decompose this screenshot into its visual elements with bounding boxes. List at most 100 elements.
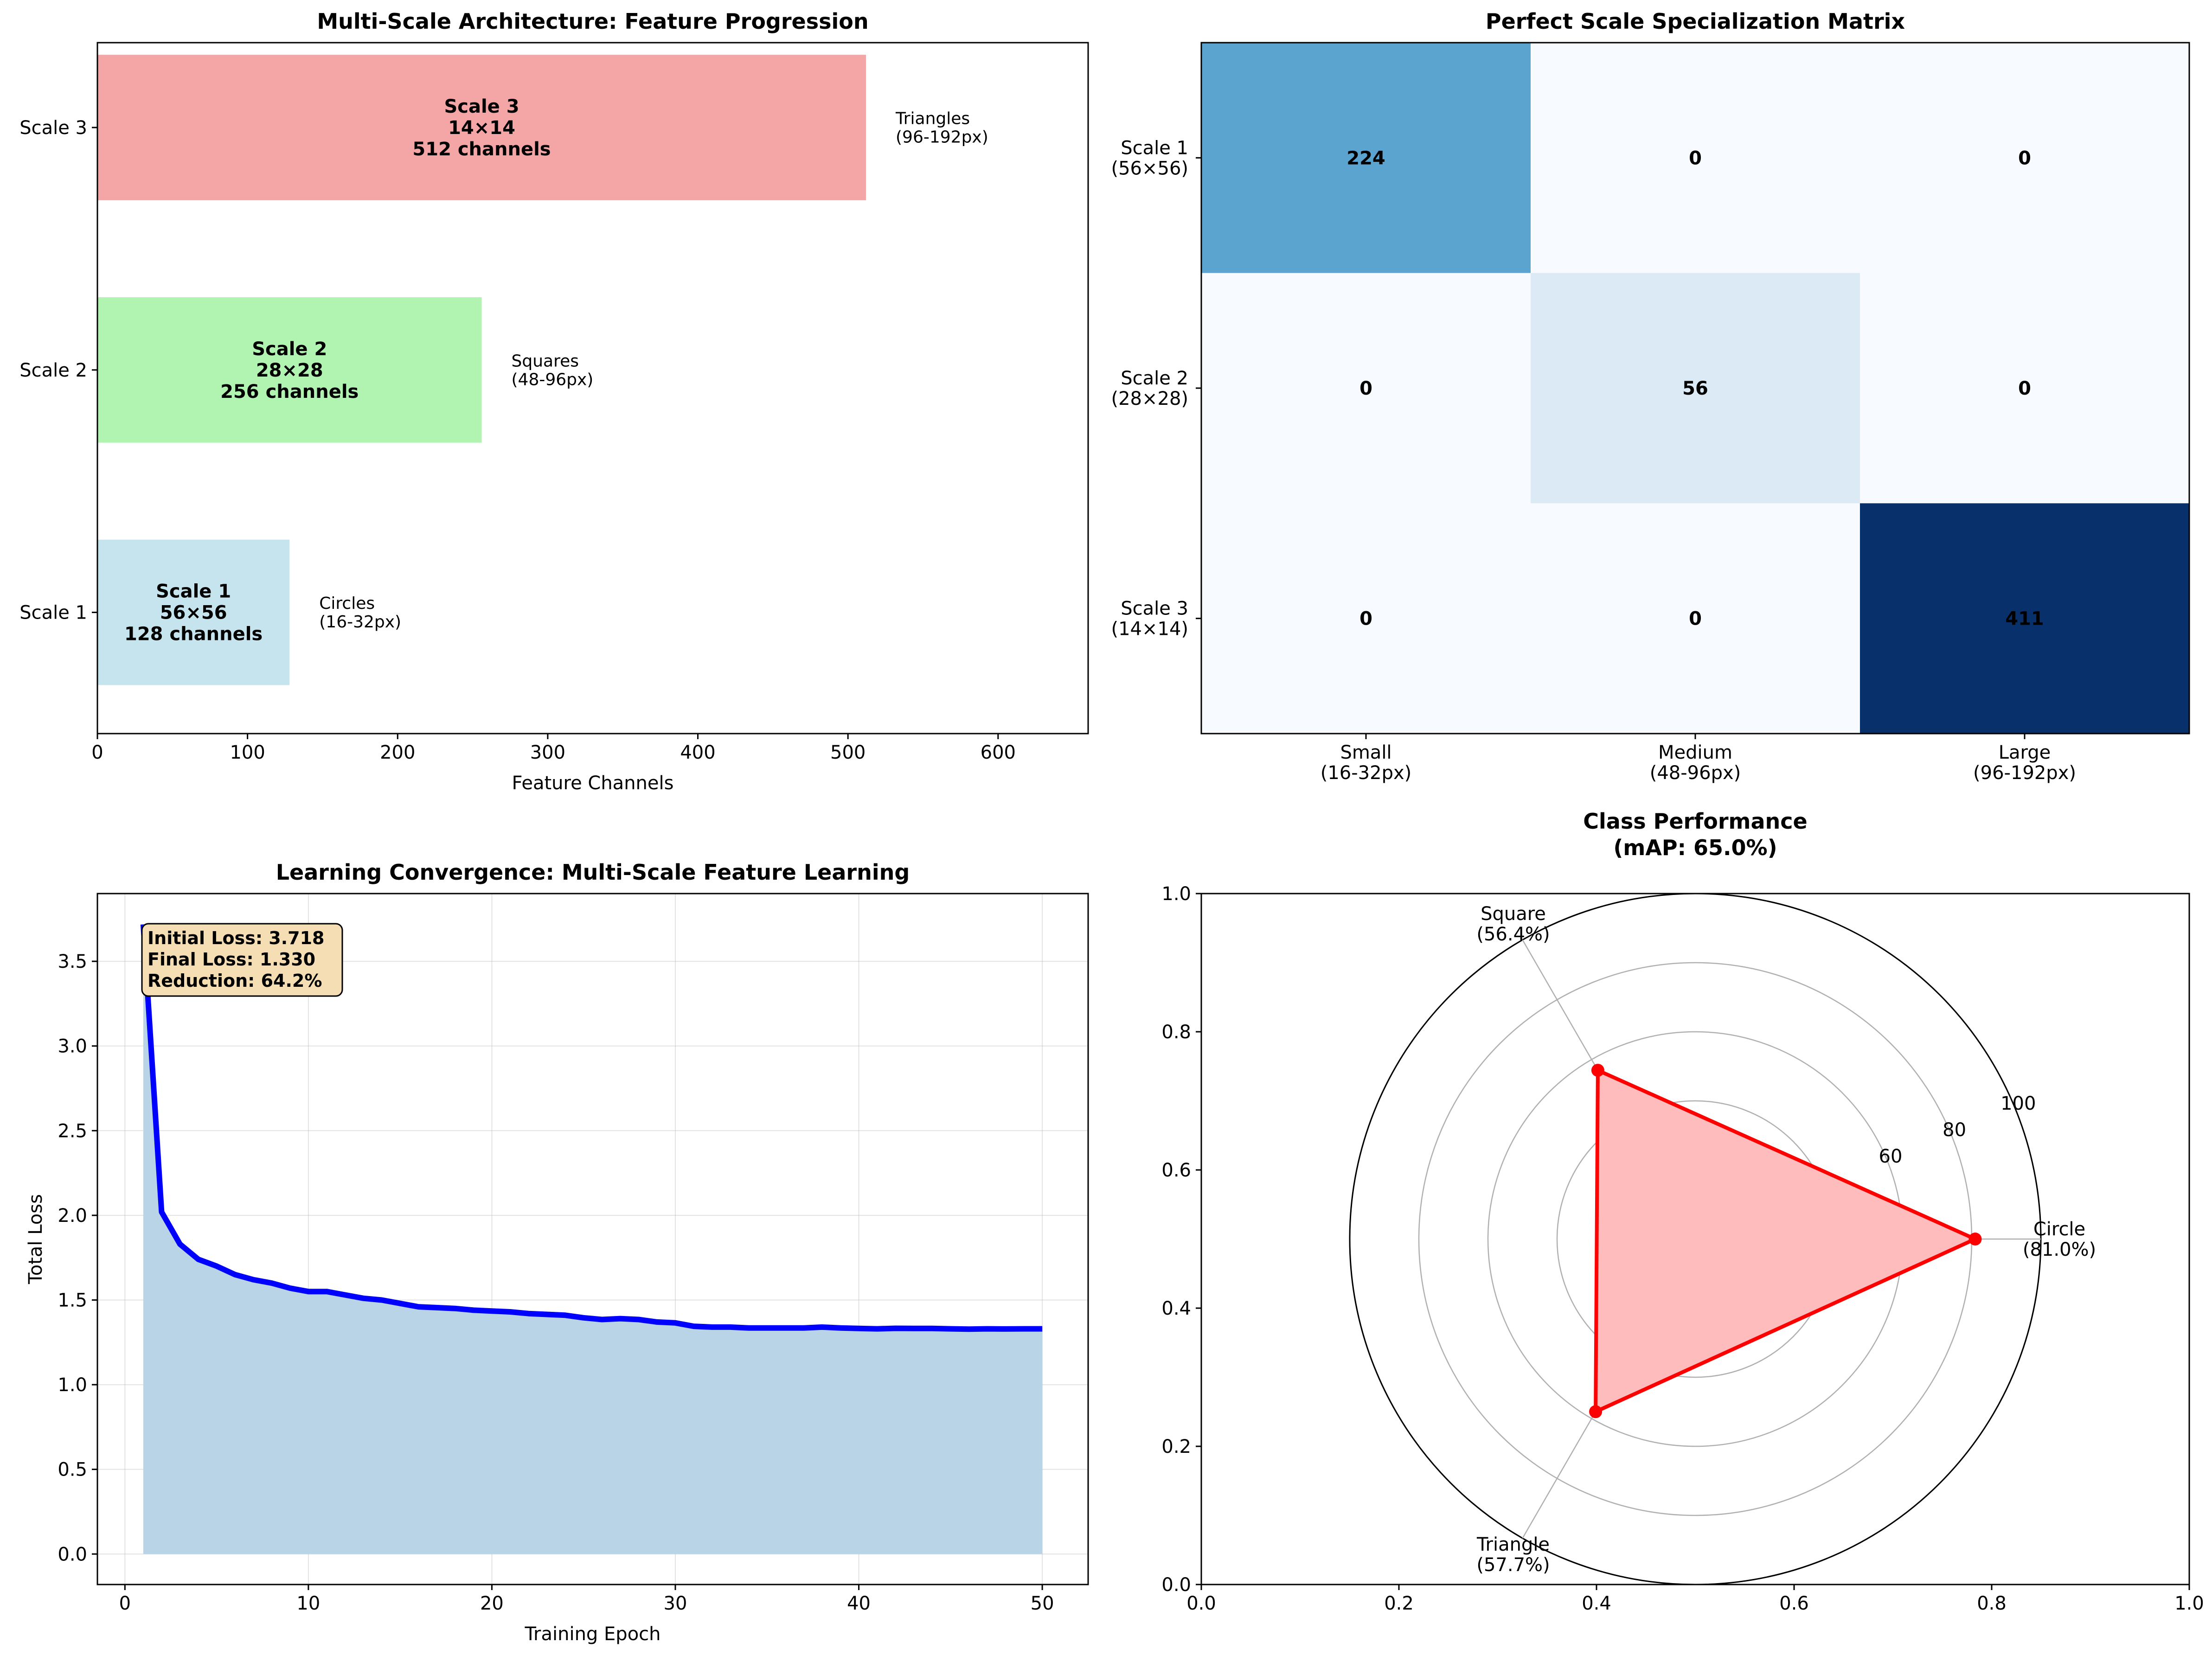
radar-fill bbox=[1596, 1070, 1975, 1412]
xtick-label: 0.0 bbox=[1186, 1593, 1216, 1614]
panel-class-performance: 0.00.20.40.60.81.00.00.20.40.60.81.0 204… bbox=[1161, 809, 2204, 1614]
bar-scale-2 bbox=[97, 297, 482, 443]
xtick-label: 30 bbox=[664, 1593, 687, 1614]
p4-title-line1: Class Performance bbox=[1583, 809, 1807, 834]
row-label: Scale 2 (28×28) bbox=[1111, 368, 1188, 409]
xtick-label: 500 bbox=[830, 742, 866, 763]
col-label: Large (96-192px) bbox=[1973, 742, 2076, 784]
polar-rtick-label: 80 bbox=[1943, 1119, 1966, 1141]
xtick-label: 100 bbox=[230, 742, 265, 763]
polar-rtick-label: 60 bbox=[1879, 1146, 1903, 1167]
xtick-label: 300 bbox=[530, 742, 565, 763]
radar-point bbox=[1589, 1405, 1603, 1419]
panel-specialization-matrix: 224 0 0 0 56 0 0 0 411 Scale 1 (56×56) Scale 2 (28×… bbox=[1111, 9, 2190, 784]
heatmap-cell-value: 0 bbox=[1689, 608, 1702, 630]
row-label: Scale 1 (56×56) bbox=[1111, 137, 1188, 179]
heatmap-cell bbox=[1531, 43, 1860, 274]
bar-annotation: Squares (48-96px) bbox=[512, 351, 594, 389]
heatmap-cell-value: 56 bbox=[1682, 378, 1708, 399]
ytick-label: Scale 3 bbox=[19, 117, 87, 139]
info-initial-loss: Initial Loss: 3.718 bbox=[147, 928, 324, 948]
polar-category-label: Circle (81.0%) bbox=[2023, 1219, 2096, 1260]
xtick-label: 600 bbox=[981, 742, 1016, 763]
p3-xlabel: Training Epoch bbox=[524, 1623, 660, 1645]
panel-learning-convergence: 0 10 20 30 40 50 0.0 0.5 1.0 1.5 2.0 2.5 3.0 3.5 Lea… bbox=[25, 860, 1089, 1645]
ytick-label: Scale 2 bbox=[19, 360, 87, 381]
bar-scale-1 bbox=[97, 539, 290, 685]
bar-label: Scale 2 28×28 256 channels bbox=[220, 339, 359, 403]
ytick-label: 0.5 bbox=[58, 1459, 87, 1481]
p3-ylabel: Total Loss bbox=[25, 1194, 46, 1284]
radar-point bbox=[1968, 1233, 1982, 1246]
p3-axes-frame bbox=[96, 893, 1089, 1585]
heatmap-cell bbox=[1860, 503, 2190, 734]
heatmap-cell bbox=[1201, 503, 1531, 734]
xtick-label: 50 bbox=[1031, 1593, 1054, 1614]
ytick-label: 3.0 bbox=[58, 1036, 87, 1057]
heatmap-cell-value: 224 bbox=[1346, 147, 1385, 169]
polar-rtick-label: 100 bbox=[2000, 1093, 2036, 1114]
loss-info-box: Initial Loss: 3.718 Final Loss: 1.330 Re… bbox=[141, 923, 343, 997]
heatmap-cell bbox=[1860, 273, 2190, 504]
row-label: Scale 3 (14×14) bbox=[1111, 598, 1188, 640]
xtick-label: 10 bbox=[296, 1593, 320, 1614]
bar-label: Scale 1 56×56 128 channels bbox=[124, 581, 263, 645]
ytick-label: 0.4 bbox=[1161, 1298, 1191, 1319]
bar-scale-3 bbox=[97, 55, 866, 200]
p2-title: Perfect Scale Specialization Matrix bbox=[1486, 9, 1905, 34]
ytick-label: 3.5 bbox=[58, 951, 87, 972]
p1-title: Multi-Scale Architecture: Feature Progre… bbox=[317, 9, 868, 34]
xtick-label: 0 bbox=[91, 742, 103, 763]
ytick-label: 2.0 bbox=[58, 1205, 87, 1227]
radar-point bbox=[1591, 1064, 1604, 1077]
ytick-label: 1.0 bbox=[1161, 883, 1191, 905]
polar-category-label: Square (56.4%) bbox=[1476, 903, 1550, 945]
heatmap-cell bbox=[1201, 43, 1531, 274]
col-label: Medium (48-96px) bbox=[1650, 742, 1741, 784]
bar-label: Scale 3 14×14 512 channels bbox=[412, 96, 551, 160]
xtick-label: 1.0 bbox=[2174, 1593, 2204, 1614]
heatmap-cell-value: 411 bbox=[2005, 608, 2044, 630]
p3-title: Learning Convergence: Multi-Scale Featur… bbox=[276, 860, 910, 885]
xtick-label: 400 bbox=[680, 742, 715, 763]
heatmap-cell-value: 0 bbox=[1359, 378, 1372, 399]
heatmap-cell bbox=[1201, 273, 1531, 504]
xtick-label: 0.4 bbox=[1582, 1593, 1611, 1614]
ytick-label: 0.8 bbox=[1161, 1022, 1191, 1043]
ytick-label: 1.0 bbox=[58, 1374, 87, 1396]
ytick-label: 1.5 bbox=[58, 1290, 87, 1311]
ytick-label: 0.0 bbox=[1161, 1574, 1191, 1596]
heatmap-cell-value: 0 bbox=[1689, 147, 1702, 169]
heatmap-cell-value: 0 bbox=[2018, 378, 2031, 399]
ytick-label: 0.0 bbox=[58, 1544, 87, 1565]
ytick-label: 2.5 bbox=[58, 1120, 87, 1142]
polar-category-label: Triangle (57.7%) bbox=[1476, 1534, 1550, 1576]
xtick-label: 0.6 bbox=[1779, 1593, 1809, 1614]
xtick-label: 40 bbox=[847, 1593, 871, 1614]
radar-line bbox=[1594, 1068, 1977, 1414]
p1-xlabel: Feature Channels bbox=[512, 773, 674, 794]
bar-annotation: Circles (16-32px) bbox=[319, 594, 401, 632]
ytick-label: 0.2 bbox=[1161, 1436, 1191, 1457]
heatmap-cell bbox=[1531, 503, 1860, 734]
info-reduction: Reduction: 64.2% bbox=[147, 971, 322, 991]
ytick-label: 0.6 bbox=[1161, 1160, 1191, 1181]
ytick-label: Scale 1 bbox=[19, 602, 87, 624]
xtick-label: 200 bbox=[380, 742, 415, 763]
loss-curve-line bbox=[140, 924, 1043, 1332]
xtick-label: 0 bbox=[119, 1593, 131, 1614]
info-final-loss: Final Loss: 1.330 bbox=[147, 949, 315, 970]
loss-area-fill bbox=[143, 924, 1043, 1554]
heatmap-cell-value: 0 bbox=[2018, 147, 2031, 169]
heatmap-cell bbox=[1860, 43, 2190, 274]
col-label: Small (16-32px) bbox=[1321, 742, 1412, 784]
p4-title-line2: (mAP: 65.0%) bbox=[1613, 835, 1777, 860]
xtick-label: 20 bbox=[480, 1593, 504, 1614]
xtick-label: 0.2 bbox=[1384, 1593, 1414, 1614]
heatmap-cell-value: 0 bbox=[1359, 608, 1372, 630]
p1-axes-frame bbox=[96, 42, 1089, 735]
bar-annotation: Triangles (96-192px) bbox=[895, 109, 988, 147]
heatmap-cell bbox=[1531, 273, 1860, 504]
xtick-label: 0.8 bbox=[1977, 1593, 2007, 1614]
